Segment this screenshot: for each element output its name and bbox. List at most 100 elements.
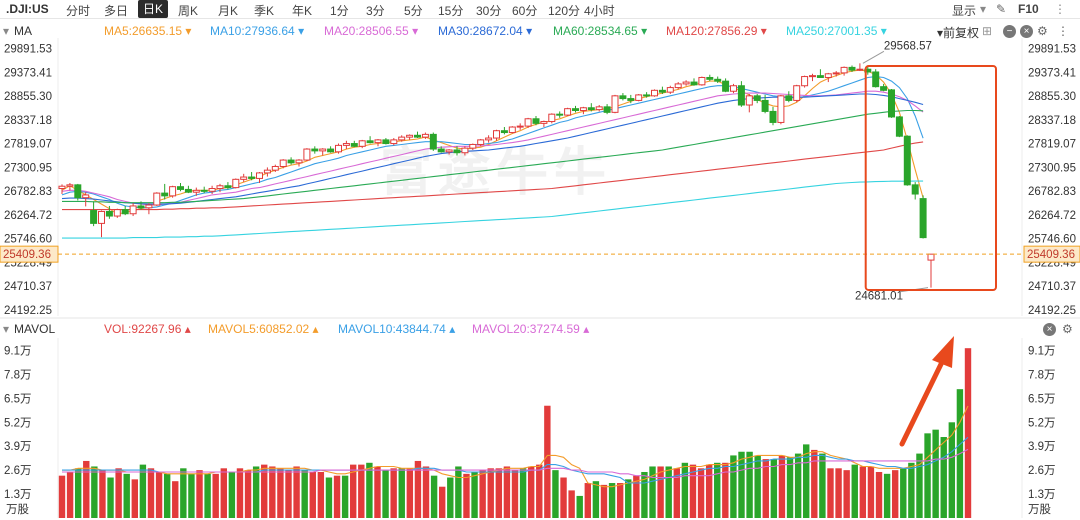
y-tick-label-right: 24710.37 xyxy=(1028,281,1076,293)
period-tab-4[interactable]: 月K xyxy=(218,4,239,18)
volume-bar xyxy=(722,462,729,518)
candle-body xyxy=(524,118,532,127)
period-tab-9[interactable]: 5分 xyxy=(404,4,423,18)
candle-body xyxy=(753,95,761,101)
volume-bar xyxy=(414,460,422,518)
pencil-icon[interactable]: ✎ xyxy=(996,2,1007,16)
candle-body xyxy=(722,80,730,92)
candle-body xyxy=(224,185,232,189)
candle-body xyxy=(493,130,500,139)
ma-line-ma120 xyxy=(62,141,924,211)
volume-bar xyxy=(495,468,503,518)
candle-body xyxy=(82,194,90,199)
y-tick-label-left: 26264.72 xyxy=(4,210,52,222)
candle-body xyxy=(406,134,414,138)
display-menu[interactable]: 显示 xyxy=(952,4,977,18)
volume-bar xyxy=(697,468,705,518)
volume-bar xyxy=(204,473,211,518)
vol-unit-label-left: 万股 xyxy=(6,503,29,516)
candle-body xyxy=(263,169,271,174)
minimize-icon[interactable]: − xyxy=(1003,25,1016,38)
period-tab-3[interactable]: 周K xyxy=(178,4,199,18)
candle-body xyxy=(366,140,374,144)
vol-tick-label-left: 1.3万 xyxy=(4,489,32,501)
candle-body xyxy=(848,66,856,71)
volume-bar xyxy=(770,459,778,518)
period-tab-11[interactable]: 30分 xyxy=(476,4,502,18)
period-tab-6[interactable]: 年K xyxy=(292,4,313,18)
mavol-line-mavol5 xyxy=(62,405,969,488)
chart-type-icon[interactable]: ⊞ xyxy=(982,24,993,38)
volume-bar xyxy=(382,470,389,518)
candle-body xyxy=(382,139,390,145)
candle-body xyxy=(208,188,216,192)
volume-bar xyxy=(649,466,656,518)
collapse-icon[interactable]: ▾ xyxy=(3,322,10,336)
volume-bar xyxy=(131,479,139,518)
volume-bar xyxy=(681,462,689,518)
period-tab-1[interactable]: 多日 xyxy=(104,4,129,18)
period-tab-7[interactable]: 1分 xyxy=(330,4,349,18)
volume-bar xyxy=(584,483,592,518)
volume-bar xyxy=(430,475,438,518)
period-tab-5[interactable]: 季K xyxy=(254,4,275,18)
more-icon[interactable]: ⋮ xyxy=(1057,24,1069,38)
period-tab-8[interactable]: 3分 xyxy=(366,4,385,18)
close-icon[interactable]: × xyxy=(1020,25,1033,38)
y-tick-label-right: 29373.41 xyxy=(1028,67,1076,79)
candle-body xyxy=(674,83,682,89)
volume-bar xyxy=(625,479,632,518)
adjust-selector[interactable]: ▾前复权 xyxy=(937,26,980,40)
volume-bar xyxy=(519,468,527,518)
y-tick-label-right: 26782.83 xyxy=(1028,186,1076,198)
volume-bar xyxy=(252,466,260,518)
more-icon[interactable]: ⋮ xyxy=(1054,2,1066,16)
candle-body xyxy=(311,148,319,152)
y-tick-label-left: 26782.83 xyxy=(4,186,52,198)
gear-icon[interactable]: ⚙ xyxy=(1062,322,1073,336)
candle-body xyxy=(216,185,224,190)
volume-bar xyxy=(616,483,624,518)
candle-body xyxy=(303,148,311,161)
candle-body xyxy=(74,184,82,199)
candle-body xyxy=(58,185,66,190)
period-tab-13[interactable]: 120分 xyxy=(548,4,581,18)
candle-body xyxy=(445,149,453,153)
volume-bar xyxy=(350,464,357,518)
candle-body xyxy=(469,143,477,149)
candle-body xyxy=(919,198,927,239)
period-tab-10[interactable]: 15分 xyxy=(438,4,464,18)
candle-body xyxy=(816,75,824,78)
volume-bar xyxy=(924,433,931,518)
candle-body xyxy=(682,81,690,85)
volume-bar xyxy=(633,475,640,518)
vol-legend: ▾ MAVOL VOL:92267.96 ▴ MAVOL5:60852.02 ▴ M… xyxy=(0,322,1080,336)
vol-tick-label-right: 5.2万 xyxy=(1028,417,1056,429)
chevron-down-icon[interactable]: ▾ xyxy=(980,2,987,16)
candle-body xyxy=(177,186,184,190)
candle-body xyxy=(113,209,121,217)
close-icon[interactable]: × xyxy=(1043,323,1056,336)
candle-body xyxy=(572,108,579,112)
gear-icon[interactable]: ⚙ xyxy=(1037,24,1048,38)
candle-body xyxy=(184,188,192,193)
candle-body xyxy=(500,130,508,134)
volume-bar xyxy=(746,451,753,518)
volume-bar xyxy=(196,470,203,518)
period-tab-12[interactable]: 60分 xyxy=(512,4,538,18)
candle-body xyxy=(121,209,129,215)
candle-body xyxy=(153,192,161,206)
period-tab-2[interactable]: 日K xyxy=(138,0,169,18)
volume-bar xyxy=(358,464,365,518)
collapse-icon[interactable]: ▾ xyxy=(3,24,10,38)
high-price-label: 29568.57 xyxy=(884,40,932,52)
period-tab-0[interactable]: 分时 xyxy=(66,4,91,18)
candle-body xyxy=(690,81,698,86)
f10-button[interactable]: F10 xyxy=(1018,2,1039,16)
high-leader xyxy=(862,50,885,64)
candle-body xyxy=(200,189,208,192)
ma-legend-item: MA5:26635.15 ▾ xyxy=(104,24,192,38)
period-tab-14[interactable]: 4小时 xyxy=(584,4,615,18)
candle-body xyxy=(232,178,240,189)
